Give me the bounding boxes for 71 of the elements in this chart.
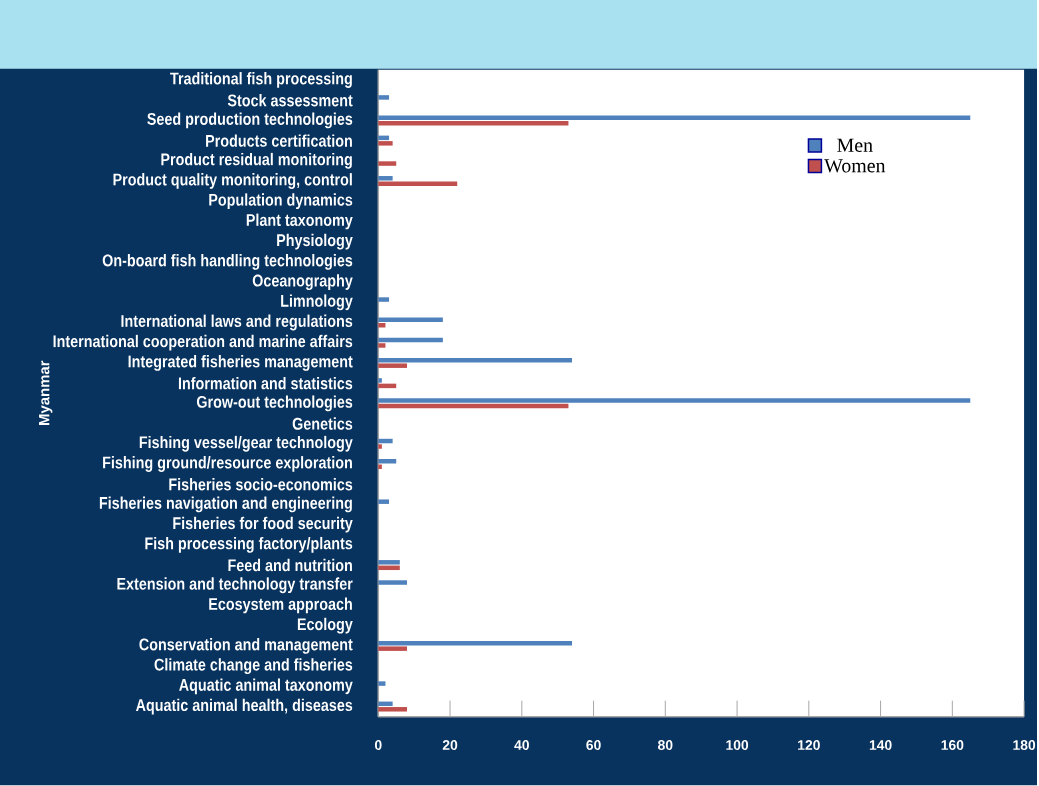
y-tick-label: Integrated fisheries management — [128, 355, 353, 372]
bar — [378, 161, 397, 167]
y-tick-label: Climate change and fisheries — [154, 658, 353, 675]
y-tick-label: On-board fish handling technologies — [102, 254, 353, 271]
y-tick-label: Seed production technologies — [147, 112, 353, 129]
bar — [378, 444, 382, 450]
y-tick-label: Extension and technology transfer — [117, 577, 353, 594]
bar — [378, 297, 390, 303]
bar — [378, 337, 443, 343]
x-tick-label: 0 — [374, 740, 382, 751]
y-tick-label: Product quality monitoring, control — [113, 173, 352, 190]
y-tick-label: Fisheries navigation and engineering — [99, 496, 352, 513]
y-tick-label: Fisheries for food security — [173, 517, 353, 533]
x-tick-label: 20 — [442, 740, 458, 751]
y-axis-title: Myanmar — [39, 360, 53, 426]
x-tick-label: 160 — [941, 740, 964, 751]
bar — [378, 398, 971, 404]
bar — [378, 115, 971, 121]
y-tick-label: Genetics — [292, 417, 353, 431]
bar — [378, 135, 390, 141]
y-tick-label: Information and statistics — [178, 377, 353, 390]
y-tick-label: Aquatic animal health, diseases — [135, 698, 353, 715]
y-tick-label: Ecosystem approach — [209, 597, 352, 614]
bar — [378, 95, 390, 100]
y-tick-label: Product residual monitoring — [161, 153, 352, 169]
y-tick-label: Grow-out technologies — [196, 395, 353, 412]
y-tick-label: Ecology — [297, 618, 353, 634]
y-tick-label: Stock assessment — [227, 94, 353, 107]
bar — [378, 317, 443, 323]
y-tick-label: Conservation and management — [139, 638, 353, 655]
bar — [378, 681, 386, 687]
bar — [378, 378, 382, 383]
x-tick-label: 120 — [798, 740, 820, 751]
bar — [378, 141, 393, 146]
y-tick-label: International laws and regulations — [121, 314, 353, 331]
bar — [378, 459, 397, 464]
y-tick-label: Traditional fish processing — [170, 72, 352, 89]
y-tick-label: Aquatic animal taxonomy — [179, 678, 353, 695]
x-tick-label: 80 — [658, 740, 673, 751]
legend-label: Women — [824, 159, 886, 173]
x-tick-label: 180 — [1013, 740, 1036, 751]
bar — [378, 439, 393, 444]
bar — [378, 343, 386, 348]
y-tick-label: Feed and nutrition — [228, 559, 352, 572]
bar — [378, 499, 390, 505]
bar — [378, 646, 407, 652]
bar — [378, 565, 400, 571]
bar — [378, 323, 386, 328]
x-tick-label: 40 — [514, 740, 529, 751]
bar — [378, 707, 407, 712]
x-tick-label: 140 — [869, 740, 892, 751]
y-tick-label: Fishing ground/resource exploration — [103, 456, 352, 473]
bar — [378, 363, 407, 369]
y-tick-label: Limnology — [281, 294, 353, 311]
y-tick-label: Population dynamics — [209, 193, 353, 210]
bar — [378, 701, 393, 707]
y-tick-label: Oceanography — [252, 274, 353, 291]
bar — [378, 176, 393, 181]
x-tick-label: 60 — [586, 740, 601, 751]
x-tick-label: 100 — [726, 740, 749, 751]
y-tick-label: Plant taxonomy — [246, 213, 353, 230]
y-tick-label: Physiology — [277, 233, 353, 250]
bar — [378, 560, 400, 565]
y-tick-label: Fisheries socio-economics — [169, 478, 353, 491]
y-tick-label: Fish processing factory/plants — [145, 537, 353, 553]
bar — [378, 580, 407, 586]
y-tick-label: International cooperation and marine affairs — [53, 335, 353, 351]
bar — [378, 464, 382, 470]
legend-label: Men — [837, 138, 873, 153]
y-tick-label: Fishing vessel/gear technology — [139, 436, 353, 452]
y-tick-label: Products certification — [206, 134, 352, 148]
